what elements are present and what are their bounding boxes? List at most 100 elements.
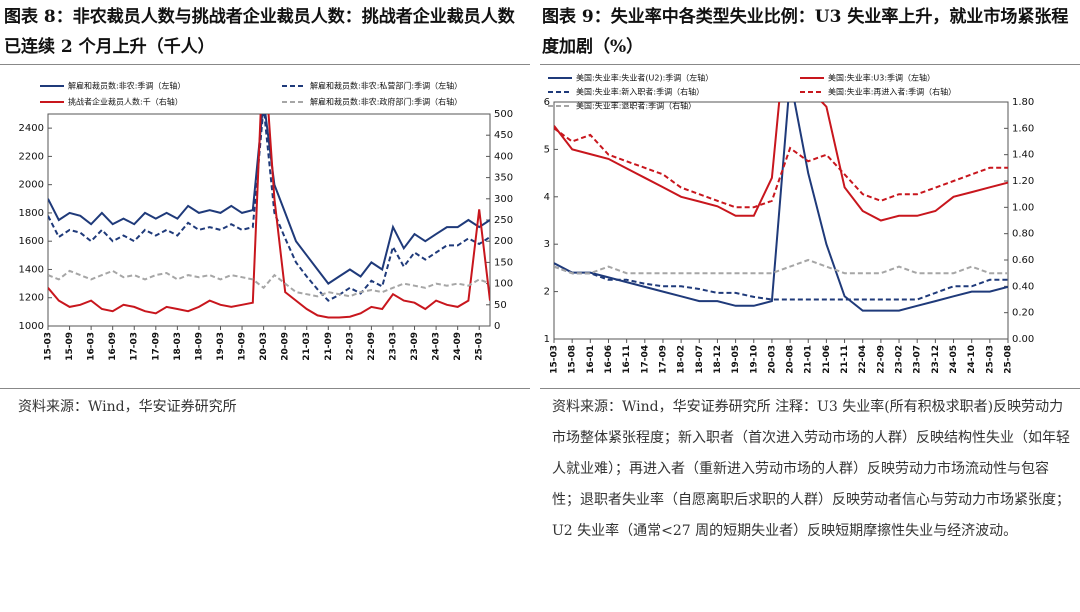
y-tick-label: 5 [544,144,550,155]
y-tick-label: 1000 [19,321,44,332]
chart: 1 2 3 4 5 6 0.00 0.20 0.40 0.60 0.80 1.00 1.20 1.40 1.… [544,73,1035,374]
x-tick-label: 22-03 [345,332,355,361]
x-tick-label: 15-03 [550,345,560,374]
x-tick-label: 24-10 [967,345,977,374]
x-tick-label: 23-09 [410,332,420,361]
x-tick-label: 17-09 [658,345,668,374]
y2-tick-label: 0.60 [1012,255,1034,266]
rule [540,388,1080,389]
series-line [48,114,490,319]
x-tick-label: 18-09 [194,332,204,361]
x-tick-label: 20-08 [786,345,796,374]
y2-tick-label: 400 [494,151,513,162]
x-tick-label: 23-03 [388,332,398,361]
y2-tick-label: 0.40 [1012,281,1034,292]
legend-label: 解雇和裁员数:非农:政府部门:季调（右轴） [310,97,462,107]
x-tick-label: 23-12 [931,345,941,374]
rule [540,64,1080,65]
x-tick-label: 21-03 [302,332,312,361]
chart-title: 图表 8：非农裁员人数与挑战者企业裁员人数：挑战者企业裁员人数已连续 2 个月上… [4,7,515,57]
x-tick-label: 16-03 [87,332,97,361]
x-tick-label: 18-02 [677,345,687,374]
series-line [48,114,490,302]
y-tick-label: 2000 [19,180,44,191]
y-tick-label: 1600 [19,236,44,247]
x-tick-label: 25-03 [475,332,485,361]
x-tick-label: 18-03 [173,332,183,361]
x-tick-label: 18-07 [695,345,705,374]
series-line [554,102,1008,222]
series-line [554,102,1008,312]
x-tick-label: 16-09 [108,332,118,361]
y2-tick-label: 100 [494,279,513,290]
y-tick-label: 1200 [19,293,44,304]
source: 资料来源：Wind，华安证券研究所 [552,399,771,415]
y-tick-label: 6 [544,97,550,108]
x-tick-label: 17-09 [151,332,161,361]
series-line [554,265,1008,301]
y-tick-label: 1400 [19,264,44,275]
y2-tick-label: 250 [494,215,513,226]
y-tick-label: 1800 [19,208,44,219]
x-tick-label: 25-08 [1004,345,1014,374]
y2-tick-label: 350 [494,173,513,184]
note-text: 注释：U3 失业率(所有积极求职者)反映劳动力市场整体紧张程度；新入职者（首次进… [552,399,1070,539]
x-tick-label: 15-03 [44,332,54,361]
rule [0,64,530,65]
x-tick-label: 21-01 [804,345,814,374]
series-line [48,114,490,285]
y2-tick-label: 50 [494,300,507,311]
rule [0,388,530,389]
x-tick-label: 24-03 [432,332,442,361]
x-tick-label: 17-03 [130,332,140,361]
x-tick-label: 16-06 [604,345,614,374]
x-tick-label: 24-05 [949,345,959,374]
y-tick-label: 2 [544,287,550,298]
x-tick-label: 20-03 [259,332,269,361]
y2-tick-label: 500 [494,109,513,120]
x-tick-label: 25-03 [985,345,995,374]
legend-label: 挑战者企业裁员人数:千（右轴） [68,97,183,107]
x-tick-label: 21-11 [840,345,850,374]
y2-tick-label: 300 [494,194,513,205]
y2-tick-label: 0.80 [1012,229,1034,240]
y2-tick-label: 450 [494,130,513,141]
x-tick-label: 16-11 [622,345,632,374]
x-tick-label: 19-10 [749,345,759,374]
chart-title: 图表 9：失业率中各类型失业比例：U3 失业率上升，就业市场紧张程度加剧（%） [542,7,1069,57]
x-tick-label: 18-12 [713,345,723,374]
x-tick-label: 16-01 [586,345,596,374]
series-line [554,258,1008,275]
x-tick-label: 20-03 [767,345,777,374]
x-tick-label: 24-09 [453,332,463,361]
y2-tick-label: 1.60 [1012,123,1034,134]
source: 资料来源：Wind，华安证券研究所 [18,399,237,415]
y2-tick-label: 0.00 [1012,334,1034,345]
legend-label: 解雇和裁员数:非农:季调（左轴） [68,81,185,91]
legend-label: 美国:失业率:退职者:季调（右轴） [576,101,696,111]
series-line [48,269,490,298]
x-tick-label: 22-04 [858,345,868,374]
y-tick-label: 2200 [19,151,44,162]
series-line [554,127,1008,209]
y-tick-label: 3 [544,239,550,250]
y2-tick-label: 200 [494,236,513,247]
y2-tick-label: 0 [494,321,500,332]
x-tick-label: 19-09 [238,332,248,361]
chart: 1000 1200 1400 1600 1800 2000 2200 2400 0 50 100 15… [19,81,514,361]
x-tick-label: 22-09 [876,345,886,374]
y2-tick-label: 150 [494,257,513,268]
y2-tick-label: 1.40 [1012,150,1034,161]
x-tick-label: 21-06 [822,345,832,374]
legend-label: 美国:失业率:失业者(U2):季调（左轴） [576,73,713,83]
x-tick-label: 19-03 [216,332,226,361]
y2-tick-label: 1.80 [1012,97,1034,108]
x-tick-label: 15-08 [568,345,578,374]
x-tick-label: 23-07 [913,345,923,374]
x-tick-label: 20-09 [281,332,291,361]
plot-frame [553,101,1009,340]
x-tick-label: 21-09 [324,332,334,361]
y2-tick-label: 1.20 [1012,176,1034,187]
y2-tick-label: 1.00 [1012,202,1034,213]
legend-label: 美国:失业率:新入职者:季调（右轴） [576,87,704,97]
